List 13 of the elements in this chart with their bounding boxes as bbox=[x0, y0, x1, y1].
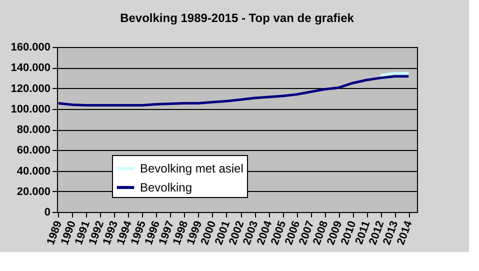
y-tick-label: 160.000 bbox=[10, 42, 50, 54]
y-tick-label: 0 bbox=[44, 206, 50, 218]
y-tick-label: 60.000 bbox=[16, 144, 50, 157]
y-tick-label: 40.000 bbox=[16, 165, 50, 178]
legend-label: Bevolking met asiel bbox=[140, 162, 244, 176]
line-series bbox=[57, 75, 410, 107]
y-tick-label: 120.000 bbox=[10, 82, 50, 95]
y-tick-label: 140.000 bbox=[10, 62, 50, 74]
chart-title: Bevolking 1989-2015 - Top van de grafiek bbox=[120, 11, 354, 25]
y-tick-label: 100.000 bbox=[10, 103, 50, 116]
y-tick-label: 20.000 bbox=[16, 186, 50, 198]
legend-label: Bevolking bbox=[140, 180, 192, 194]
y-tick-label: 80.000 bbox=[16, 124, 50, 136]
